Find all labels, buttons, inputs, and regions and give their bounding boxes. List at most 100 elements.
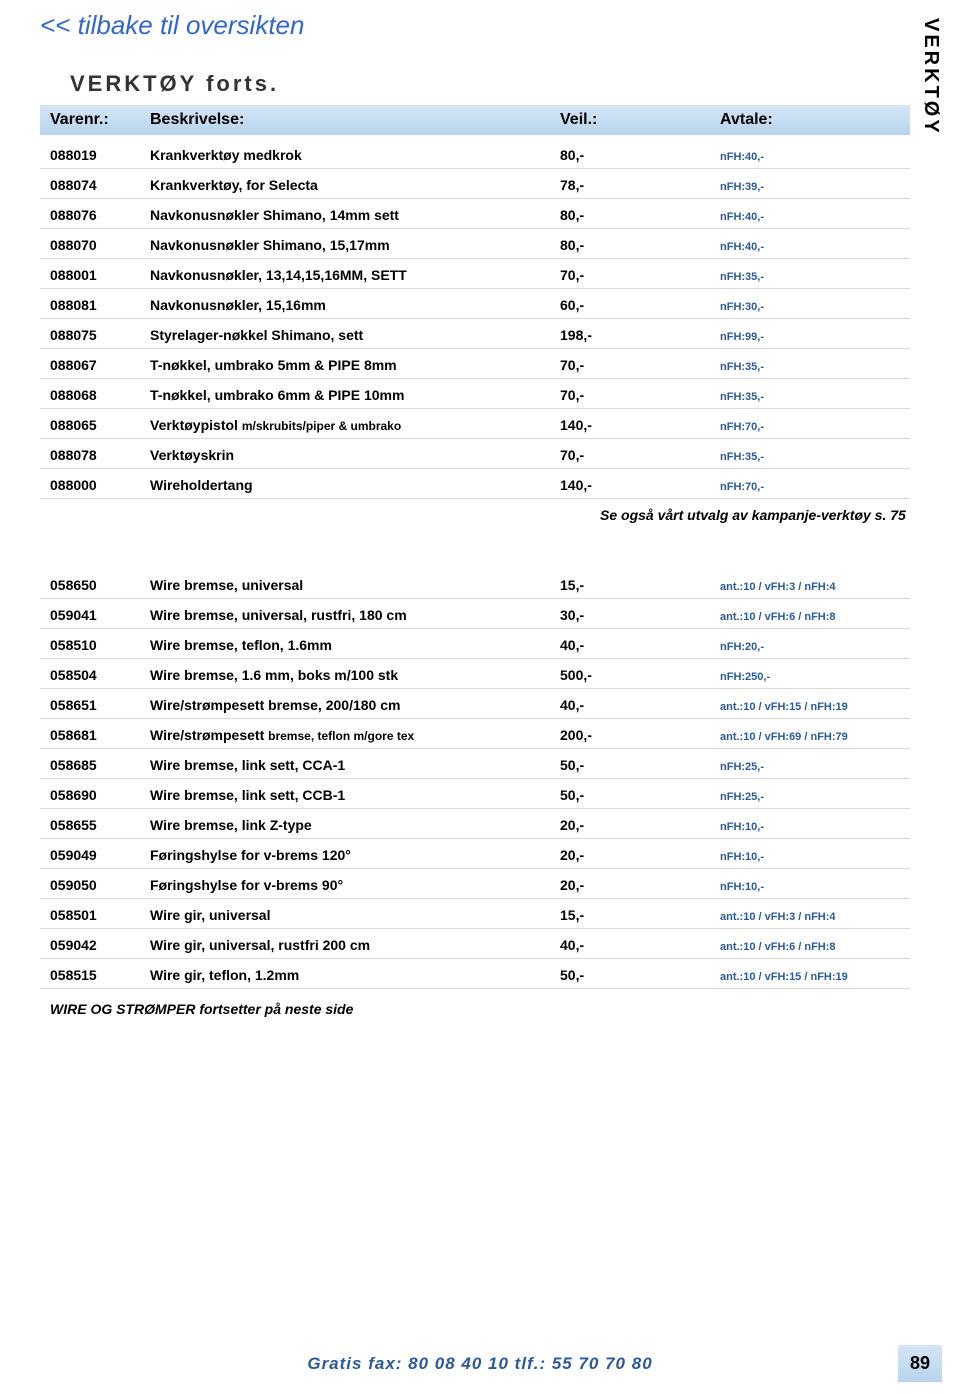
- table-row: 058501Wire gir, universal15,-ant.:10 / v…: [40, 899, 910, 929]
- row-id: 058651: [50, 697, 150, 713]
- row-note: nFH:250,-: [720, 671, 900, 683]
- row-price: 40,-: [560, 697, 720, 713]
- row-price: 78,-: [560, 177, 720, 193]
- header-note: Avtale:: [720, 111, 900, 129]
- row-price: 15,-: [560, 577, 720, 593]
- row-note: ant.:10 / vFH:15 / nFH:19: [720, 971, 900, 983]
- row-note: nFH:30,-: [720, 301, 900, 313]
- row-price: 70,-: [560, 447, 720, 463]
- row-desc: Wire bremse, teflon, 1.6mm: [150, 637, 560, 653]
- row-note: ant.:10 / vFH:15 / nFH:19: [720, 701, 900, 713]
- row-price: 198,-: [560, 327, 720, 343]
- table-row: 059041Wire bremse, universal, rustfri, 1…: [40, 599, 910, 629]
- row-id: 088074: [50, 177, 150, 193]
- row-id: 059050: [50, 877, 150, 893]
- table-row: 088067T-nøkkel, umbrako 5mm & PIPE 8mm70…: [40, 349, 910, 379]
- row-id: 088078: [50, 447, 150, 463]
- table-row: 088081Navkonusnøkler, 15,16mm60,-nFH:30,…: [40, 289, 910, 319]
- row-desc: Føringshylse for v-brems 120°: [150, 847, 560, 863]
- row-id: 058685: [50, 757, 150, 773]
- row-note: nFH:20,-: [720, 641, 900, 653]
- table-row: 088076Navkonusnøkler Shimano, 14mm sett8…: [40, 199, 910, 229]
- row-price: 80,-: [560, 237, 720, 253]
- row-price: 50,-: [560, 787, 720, 803]
- row-desc: T-nøkkel, umbrako 6mm & PIPE 10mm: [150, 387, 560, 403]
- row-desc: Wire gir, universal: [150, 907, 560, 923]
- row-desc-sub: m/skrubits/piper & umbrako: [242, 419, 401, 433]
- row-desc: Verktøyskrin: [150, 447, 560, 463]
- section-title: VERKTØY forts.: [70, 71, 910, 97]
- row-price: 70,-: [560, 357, 720, 373]
- row-note: nFH:39,-: [720, 181, 900, 193]
- row-id: 088000: [50, 477, 150, 493]
- row-desc: Krankverktøy medkrok: [150, 147, 560, 163]
- row-note: ant.:10 / vFH:3 / nFH:4: [720, 581, 900, 593]
- row-desc-sub: bremse, teflon m/gore tex: [268, 729, 414, 743]
- row-desc: Wire bremse, link sett, CCB-1: [150, 787, 560, 803]
- row-id: 088067: [50, 357, 150, 373]
- table-row: 058650Wire bremse, universal15,-ant.:10 …: [40, 569, 910, 599]
- row-id: 088001: [50, 267, 150, 283]
- row-desc: Wire/strømpesett bremse, teflon m/gore t…: [150, 727, 560, 743]
- row-desc: Wire bremse, link Z-type: [150, 817, 560, 833]
- footnote: WIRE OG STRØMPER fortsetter på neste sid…: [40, 989, 910, 1017]
- table-header: Varenr.: Beskrivelse: Veil.: Avtale:: [40, 105, 910, 135]
- row-desc: Wire bremse, universal, rustfri, 180 cm: [150, 607, 560, 623]
- row-price: 30,-: [560, 607, 720, 623]
- row-id: 058501: [50, 907, 150, 923]
- row-desc: Wire gir, universal, rustfri 200 cm: [150, 937, 560, 953]
- row-desc: Navkonusnøkler, 13,14,15,16MM, SETT: [150, 267, 560, 283]
- row-id: 058510: [50, 637, 150, 653]
- table-row: 088078Verktøyskrin70,-nFH:35,-: [40, 439, 910, 469]
- row-id: 088019: [50, 147, 150, 163]
- row-id: 088076: [50, 207, 150, 223]
- row-price: 20,-: [560, 877, 720, 893]
- row-price: 200,-: [560, 727, 720, 743]
- row-note: ant.:10 / vFH:6 / nFH:8: [720, 941, 900, 953]
- table-row: 088001Navkonusnøkler, 13,14,15,16MM, SET…: [40, 259, 910, 289]
- row-id: 058504: [50, 667, 150, 683]
- row-note: ant.:10 / vFH:3 / nFH:4: [720, 911, 900, 923]
- row-desc: Wireholdertang: [150, 477, 560, 493]
- row-desc: Wire gir, teflon, 1.2mm: [150, 967, 560, 983]
- row-note: nFH:40,-: [720, 211, 900, 223]
- row-id: 088070: [50, 237, 150, 253]
- row-desc: Wire/strømpesett bremse, 200/180 cm: [150, 697, 560, 713]
- row-id: 058515: [50, 967, 150, 983]
- back-link[interactable]: << tilbake til oversikten: [40, 10, 910, 41]
- row-note: nFH:10,-: [720, 821, 900, 833]
- row-price: 70,-: [560, 387, 720, 403]
- row-id: 059041: [50, 607, 150, 623]
- header-price: Veil.:: [560, 111, 720, 129]
- row-note: nFH:25,-: [720, 791, 900, 803]
- row-note: nFH:10,-: [720, 851, 900, 863]
- row-desc: Wire bremse, universal: [150, 577, 560, 593]
- row-desc: Wire bremse, 1.6 mm, boks m/100 stk: [150, 667, 560, 683]
- row-price: 500,-: [560, 667, 720, 683]
- row-id: 059042: [50, 937, 150, 953]
- table-row: 058685Wire bremse, link sett, CCA-150,-n…: [40, 749, 910, 779]
- footer-text: Gratis fax: 80 08 40 10 tlf.: 55 70 70 8…: [0, 1354, 960, 1374]
- row-id: 088068: [50, 387, 150, 403]
- row-price: 20,-: [560, 817, 720, 833]
- table-row: 058681Wire/strømpesett bremse, teflon m/…: [40, 719, 910, 749]
- row-desc: Føringshylse for v-brems 90°: [150, 877, 560, 893]
- table-row: 088019Krankverktøy medkrok80,-nFH:40,-: [40, 139, 910, 169]
- row-desc: T-nøkkel, umbrako 5mm & PIPE 8mm: [150, 357, 560, 373]
- row-note: nFH:35,-: [720, 391, 900, 403]
- row-price: 50,-: [560, 967, 720, 983]
- row-id: 058690: [50, 787, 150, 803]
- row-desc: Verktøypistol m/skrubits/piper & umbrako: [150, 417, 560, 433]
- table-row: 058651Wire/strømpesett bremse, 200/180 c…: [40, 689, 910, 719]
- table-row: 088068T-nøkkel, umbrako 6mm & PIPE 10mm7…: [40, 379, 910, 409]
- row-price: 15,-: [560, 907, 720, 923]
- table-row: 058515Wire gir, teflon, 1.2mm50,-ant.:10…: [40, 959, 910, 989]
- page-number: 89: [898, 1345, 942, 1382]
- row-price: 80,-: [560, 207, 720, 223]
- row-note: ant.:10 / vFH:69 / nFH:79: [720, 731, 900, 743]
- row-note: nFH:99,-: [720, 331, 900, 343]
- header-id: Varenr.:: [50, 111, 150, 129]
- row-desc: Wire bremse, link sett, CCA-1: [150, 757, 560, 773]
- row-note: nFH:70,-: [720, 421, 900, 433]
- row-desc: Navkonusnøkler Shimano, 14mm sett: [150, 207, 560, 223]
